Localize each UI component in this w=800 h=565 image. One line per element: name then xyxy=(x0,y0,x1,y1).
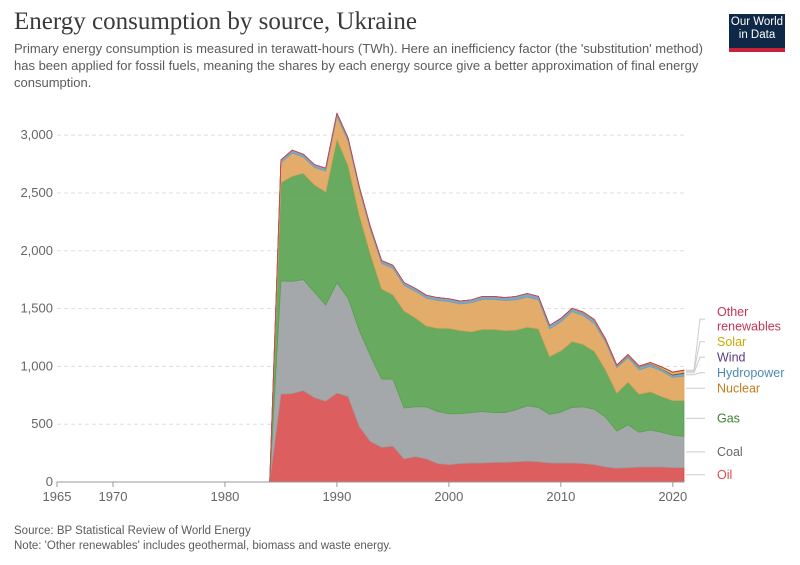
x-tick-label: 2020 xyxy=(658,489,687,504)
legend-label-wind: Wind xyxy=(717,351,746,365)
x-axis: 1965 1970 1980 1990 2000 2010 2020 xyxy=(43,481,687,504)
legend-connector-hydropower xyxy=(686,372,705,376)
logo-line-2: in Data xyxy=(738,29,776,41)
y-tick-label: 2,000 xyxy=(20,243,53,258)
source-text: Source: BP Statistical Review of World E… xyxy=(14,525,251,537)
x-tick-label: 2010 xyxy=(546,489,575,504)
chart-title: Energy consumption by source, Ukraine xyxy=(14,8,417,35)
owid-logo[interactable]: Our World in Data xyxy=(729,14,785,52)
x-tick-label: 1965 xyxy=(43,489,72,504)
legend-connector-other-renewables xyxy=(686,318,705,371)
legend-label-nuclear: Nuclear xyxy=(717,382,760,396)
x-tick-label: 1970 xyxy=(99,489,128,504)
note-text: Note: 'Other renewables' includes geothe… xyxy=(14,540,392,552)
y-tick-label: 2,500 xyxy=(20,185,53,200)
chart-footer: Source: BP Statistical Review of World E… xyxy=(14,524,392,554)
y-tick-label: 1,500 xyxy=(20,301,53,316)
y-tick-label: 500 xyxy=(31,416,53,431)
y-axis: 0 500 1,000 1,500 2,000 2,500 3,000 xyxy=(20,127,53,489)
legend-connector-solar xyxy=(686,341,705,372)
legend-label-coal: Coal xyxy=(717,445,743,459)
x-tick-label: 1980 xyxy=(210,489,239,504)
logo-line-1: Our World xyxy=(730,16,784,28)
legend-label-oil: Oil xyxy=(717,468,732,482)
x-tick-label: 2000 xyxy=(434,489,463,504)
x-tick-label: 1990 xyxy=(322,489,351,504)
legend-connector-wind xyxy=(686,356,705,374)
y-tick-label: 3,000 xyxy=(20,127,53,142)
legend-label-hydropower: Hydropower xyxy=(717,366,784,380)
y-tick-label: 0 xyxy=(46,474,53,489)
legend-label-solar: Solar xyxy=(717,335,746,349)
area-series xyxy=(56,112,685,483)
chart-subtitle: Primary energy consumption is measured i… xyxy=(14,41,703,90)
y-tick-label: 1,000 xyxy=(20,358,53,373)
legend-label-gas: Gas xyxy=(717,412,740,426)
legend-label-other-renewables: renewables xyxy=(717,320,781,334)
area-other-renewables xyxy=(56,112,685,483)
legend-label-other-renewables: Other xyxy=(717,305,748,319)
